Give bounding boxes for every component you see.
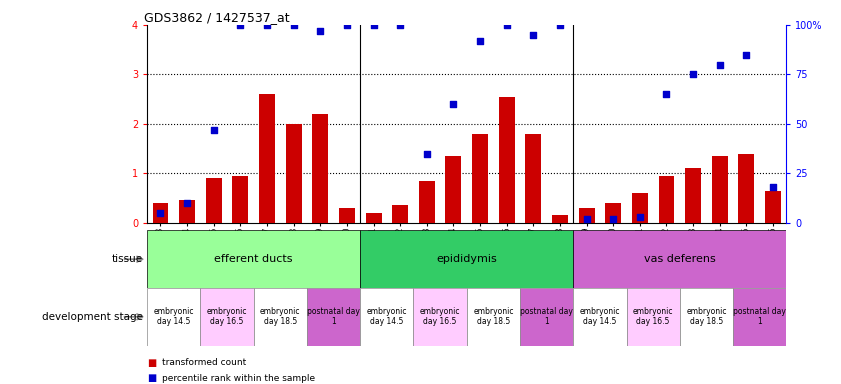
- Bar: [312, 114, 328, 223]
- Bar: [200, 288, 254, 346]
- Bar: [574, 288, 627, 346]
- Point: [180, 200, 193, 206]
- Text: embryonic
day 14.5: embryonic day 14.5: [579, 307, 620, 326]
- Bar: [179, 200, 195, 223]
- Point: [340, 22, 353, 28]
- Bar: [414, 288, 467, 346]
- Point: [473, 38, 487, 44]
- Point: [739, 51, 753, 58]
- Text: embryonic
day 18.5: embryonic day 18.5: [473, 307, 514, 326]
- Bar: [147, 288, 200, 346]
- Point: [500, 22, 513, 28]
- Bar: [526, 134, 542, 223]
- Text: postnatal day
1: postnatal day 1: [307, 307, 360, 326]
- Point: [207, 127, 220, 133]
- Bar: [254, 288, 307, 346]
- Text: embryonic
day 16.5: embryonic day 16.5: [207, 307, 247, 326]
- Text: epididymis: epididymis: [436, 254, 497, 264]
- Bar: [520, 288, 574, 346]
- Bar: [733, 288, 786, 346]
- Bar: [579, 208, 595, 223]
- Text: development stage: development stage: [42, 312, 143, 322]
- Text: tissue: tissue: [112, 254, 143, 264]
- Point: [606, 216, 620, 222]
- Point: [367, 22, 380, 28]
- Bar: [467, 288, 520, 346]
- Text: ■: ■: [147, 373, 156, 383]
- Point: [447, 101, 460, 107]
- Text: transformed count: transformed count: [162, 358, 246, 367]
- Bar: [419, 181, 435, 223]
- Bar: [446, 156, 462, 223]
- Bar: [147, 230, 360, 288]
- Bar: [659, 176, 674, 223]
- Text: embryonic
day 14.5: embryonic day 14.5: [367, 307, 407, 326]
- Bar: [680, 288, 733, 346]
- Bar: [360, 230, 574, 288]
- Bar: [738, 154, 754, 223]
- Text: GDS3862 / 1427537_at: GDS3862 / 1427537_at: [144, 11, 289, 24]
- Text: vas deferens: vas deferens: [644, 254, 716, 264]
- Point: [766, 184, 780, 190]
- Bar: [360, 288, 414, 346]
- Text: ■: ■: [147, 358, 156, 368]
- Point: [420, 151, 433, 157]
- Text: embryonic
day 18.5: embryonic day 18.5: [260, 307, 300, 326]
- Point: [260, 22, 273, 28]
- Point: [234, 22, 247, 28]
- Text: embryonic
day 16.5: embryonic day 16.5: [633, 307, 674, 326]
- Point: [686, 71, 700, 78]
- Point: [579, 216, 593, 222]
- Bar: [339, 208, 355, 223]
- Point: [659, 91, 673, 97]
- Text: percentile rank within the sample: percentile rank within the sample: [162, 374, 315, 383]
- Text: embryonic
day 14.5: embryonic day 14.5: [154, 307, 194, 326]
- Bar: [632, 193, 648, 223]
- Bar: [711, 156, 727, 223]
- Point: [154, 210, 167, 216]
- Bar: [366, 213, 382, 223]
- Bar: [552, 215, 568, 223]
- Point: [394, 22, 407, 28]
- Point: [713, 61, 727, 68]
- Bar: [499, 97, 515, 223]
- Point: [553, 22, 567, 28]
- Bar: [472, 134, 488, 223]
- Point: [314, 28, 327, 34]
- Bar: [259, 94, 275, 223]
- Bar: [392, 205, 408, 223]
- Text: embryonic
day 18.5: embryonic day 18.5: [686, 307, 727, 326]
- Bar: [286, 124, 302, 223]
- Text: postnatal day
1: postnatal day 1: [733, 307, 786, 326]
- Text: postnatal day
1: postnatal day 1: [521, 307, 573, 326]
- Point: [633, 214, 647, 220]
- Bar: [152, 203, 168, 223]
- Bar: [206, 178, 222, 223]
- Bar: [574, 230, 786, 288]
- Text: embryonic
day 16.5: embryonic day 16.5: [420, 307, 460, 326]
- Bar: [765, 190, 781, 223]
- Point: [526, 32, 540, 38]
- Bar: [307, 288, 360, 346]
- Bar: [627, 288, 680, 346]
- Point: [287, 22, 300, 28]
- Bar: [685, 168, 701, 223]
- Bar: [232, 176, 248, 223]
- Text: efferent ducts: efferent ducts: [214, 254, 293, 264]
- Bar: [606, 203, 621, 223]
